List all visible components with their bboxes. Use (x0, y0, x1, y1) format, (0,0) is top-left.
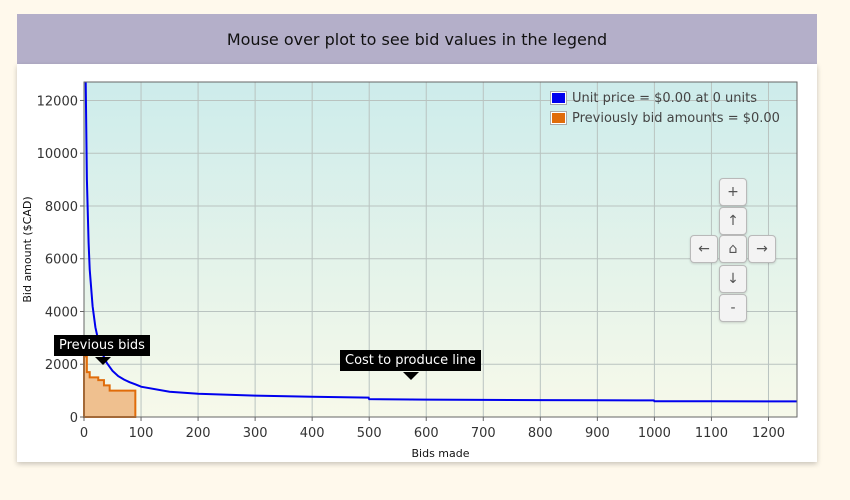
x-axis-label: Bids made (411, 447, 469, 460)
instruction-text: Mouse over plot to see bid values in the… (226, 29, 608, 49)
y-tick-label: 0 (70, 411, 78, 426)
legend-label-unit-price: Unit price = $0.00 at 0 units (572, 90, 758, 106)
x-tick-label: 700 (471, 426, 496, 441)
x-tick-label: 100 (129, 426, 154, 441)
y-tick-label: 6000 (45, 253, 78, 268)
pan-up-button[interactable]: ↑ (719, 207, 747, 235)
legend-item-unit-price: Unit price = $0.00 at 0 units (550, 88, 780, 108)
x-tick-label: 1100 (695, 426, 728, 441)
y-tick-label: 2000 (45, 358, 78, 373)
series-previous-bids-area (83, 355, 137, 418)
pan-down-button[interactable]: ↓ (719, 265, 747, 293)
x-tick-label: 400 (300, 426, 325, 441)
plus-icon: + (727, 184, 739, 200)
arrow-down-icon: ↓ (727, 271, 739, 287)
cost-line-tooltip: Cost to produce line (340, 350, 481, 371)
x-tick-label: 300 (243, 426, 268, 441)
previous-bids-tooltip: Previous bids (54, 335, 150, 356)
chart-card: 0 100 200 300 400 500 600 700 800 900 1000 1100 1200… (17, 64, 817, 462)
x-tick-label: 900 (585, 426, 610, 441)
y-tick-label: 4000 (45, 305, 78, 320)
y-tick-label: 12000 (37, 94, 78, 109)
x-tick-label: 800 (528, 426, 553, 441)
pan-right-button[interactable]: → (748, 235, 776, 263)
legend: Unit price = $0.00 at 0 units Previously… (550, 88, 780, 128)
legend-label-previous-bids: Previously bid amounts = $0.00 (572, 110, 780, 126)
pan-left-button[interactable]: ← (690, 235, 718, 263)
plot-frame (83, 81, 798, 418)
x-tick-label: 1200 (752, 426, 785, 441)
x-tick-label: 1000 (638, 426, 671, 441)
minus-icon: - (730, 300, 736, 316)
arrow-right-icon: → (756, 241, 768, 257)
cost-line-tooltip-arrow (403, 372, 419, 380)
legend-item-previous-bids: Previously bid amounts = $0.00 (550, 108, 780, 128)
y-tick-label: 10000 (37, 147, 78, 162)
x-tick-label: 200 (186, 426, 211, 441)
zoom-in-button[interactable]: + (719, 178, 747, 206)
zoom-out-button[interactable]: - (719, 294, 747, 322)
home-button[interactable]: ⌂ (719, 235, 747, 263)
y-tick-label: 8000 (45, 200, 78, 215)
home-icon: ⌂ (728, 241, 738, 257)
arrow-left-icon: ← (698, 241, 710, 257)
arrow-up-icon: ↑ (727, 213, 739, 229)
x-tick-label: 500 (357, 426, 382, 441)
instruction-banner: Mouse over plot to see bid values in the… (17, 14, 817, 64)
y-axis-label: Bid amount ($CAD) (21, 196, 34, 302)
x-tick-label: 0 (80, 426, 88, 441)
previous-bids-tooltip-arrow (95, 357, 111, 365)
cost-line-tooltip-text: Cost to produce line (345, 353, 476, 368)
legend-swatch-unit-price (550, 91, 567, 105)
x-tick-label: 600 (414, 426, 439, 441)
legend-swatch-previous-bids (550, 111, 567, 125)
series-unit-price-line (84, 81, 797, 403)
previous-bids-tooltip-text: Previous bids (59, 338, 145, 353)
